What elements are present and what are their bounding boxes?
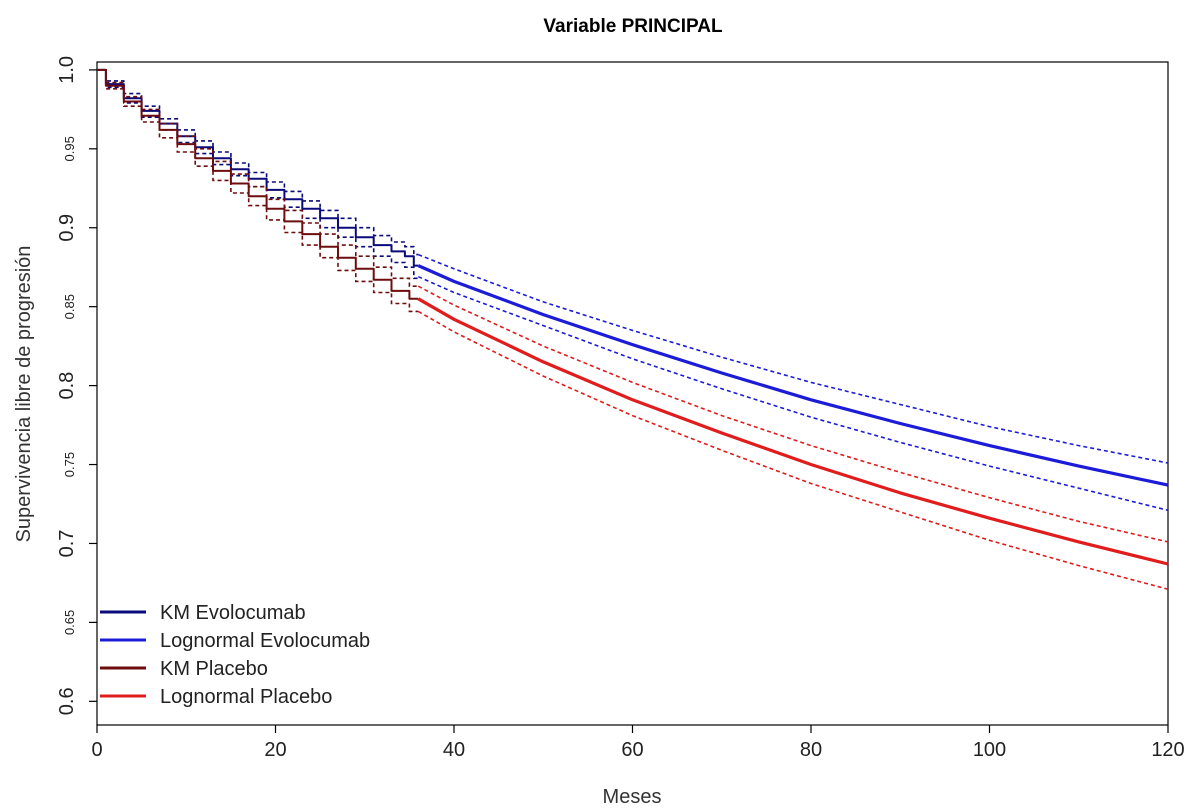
lognormal-placebo-line <box>417 297 1169 566</box>
plot-frame <box>96 61 1169 726</box>
y-axis-label: Supervivencia libre de progresión <box>13 246 35 543</box>
y-tick-label: 0.6 <box>56 687 78 715</box>
x-tick-label: 0 <box>91 739 102 761</box>
legend-label: Lognormal Placebo <box>160 686 332 708</box>
y-tick-label: 0.9 <box>56 214 78 242</box>
x-tick-label: 100 <box>973 739 1006 761</box>
km-placebo-ci-upper <box>97 69 419 287</box>
lognormal-evolocumab-ci-upper <box>418 253 1169 464</box>
y-tick-label: 1.0 <box>56 56 78 84</box>
km-placebo-line <box>97 68 419 300</box>
x-tick-label: 120 <box>1151 739 1184 761</box>
y-tick-label: 0.75 <box>62 452 77 477</box>
lognormal-evolocumab-line <box>417 264 1169 487</box>
km-evolocumab-ci-lower <box>97 69 419 280</box>
lognormal-placebo-ci-lower <box>417 310 1169 590</box>
chart-title: Variable PRINCIPAL <box>543 16 723 37</box>
x-tick-label: 40 <box>443 739 465 761</box>
y-tick-label: 0.8 <box>56 372 78 400</box>
x-axis-label: Meses <box>603 786 662 808</box>
km-placebo-ci-lower <box>97 69 419 313</box>
y-tick-label: 0.7 <box>56 530 78 558</box>
lognormal-evolocumab-ci-lower <box>417 275 1169 512</box>
y-tick-label: 0.65 <box>62 610 77 635</box>
legend-label: KM Placebo <box>160 658 268 680</box>
legend: KM Evolocumab Lognormal Evolocumab KM Plac… <box>100 602 370 708</box>
km-evolocumab-line <box>97 68 419 267</box>
x-tick-label: 60 <box>621 739 643 761</box>
lognormal-placebo-ci-upper <box>417 285 1169 543</box>
y-tick-label: 0.85 <box>62 294 77 319</box>
x-tick-label: 20 <box>264 739 286 761</box>
y-tick-label: 0.95 <box>62 136 77 161</box>
x-tick-label: 80 <box>800 739 822 761</box>
legend-label: Lognormal Evolocumab <box>160 630 370 652</box>
km-evolocumab-ci-upper <box>97 69 419 256</box>
legend-label: KM Evolocumab <box>160 602 306 624</box>
